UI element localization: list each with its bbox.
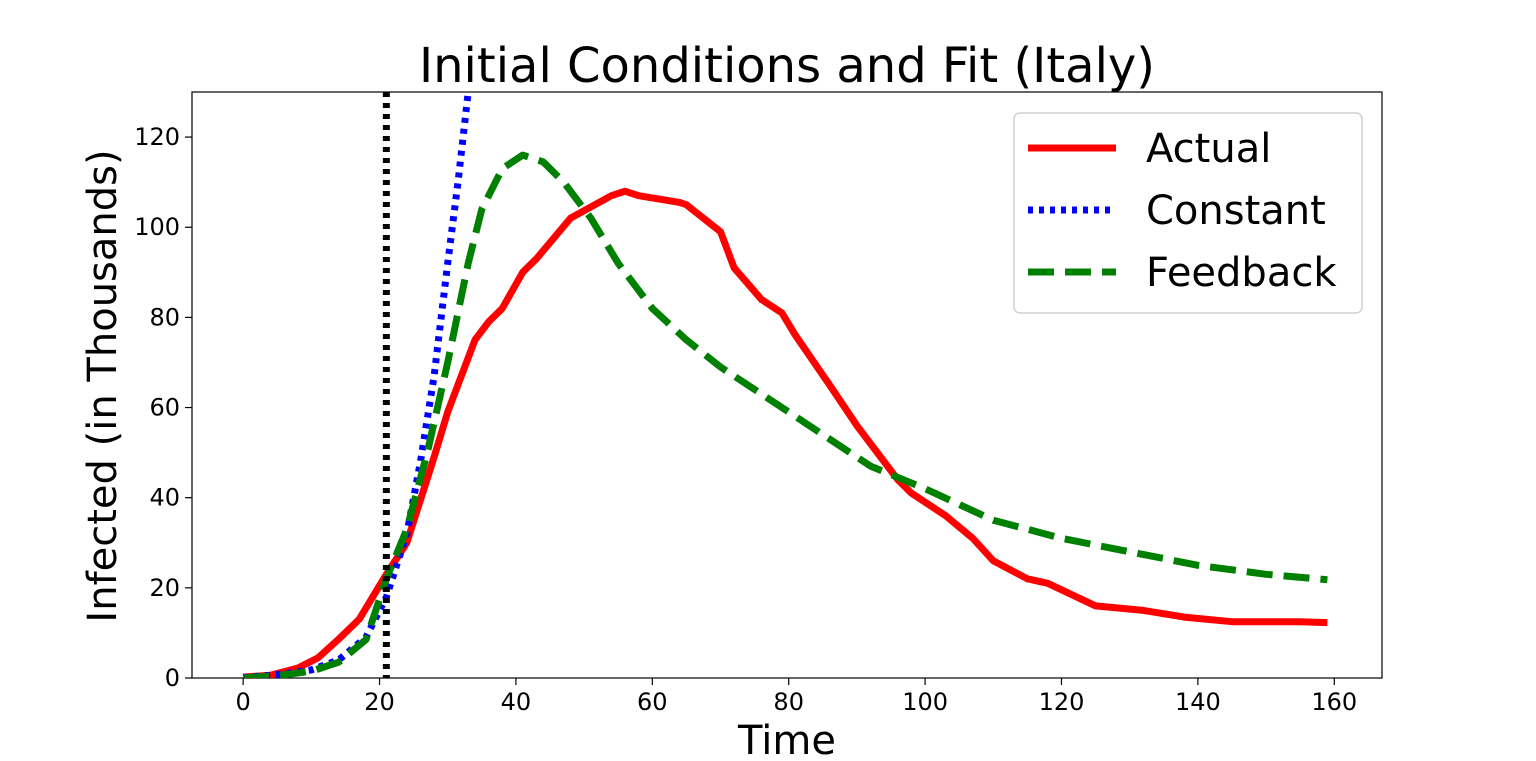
x-axis: 0 20 40 60 80 100 120 140 160	[236, 678, 1357, 716]
y-tick-label: 60	[149, 394, 180, 422]
legend: Actual Constant Feedback	[1013, 112, 1363, 314]
y-tick-label: 20	[149, 574, 180, 602]
series-layer	[242, 92, 1328, 678]
y-tick-label: 120	[134, 123, 180, 151]
x-tick-label: 120	[1039, 688, 1085, 716]
x-tick-label: 0	[236, 688, 251, 716]
y-axis-label: Infected (in Thousands)	[80, 149, 126, 622]
series-line-actual	[242, 187, 1328, 678]
legend-box	[1013, 112, 1363, 314]
x-tick-label: 40	[501, 688, 532, 716]
legend-label-constant: Constant	[1146, 188, 1326, 234]
legend-label-actual: Actual	[1146, 126, 1271, 172]
series-line-constant	[242, 92, 472, 678]
x-tick-label: 160	[1311, 688, 1357, 716]
x-tick-label: 20	[364, 688, 395, 716]
x-tick-label: 100	[902, 688, 948, 716]
legend-label-feedback: Feedback	[1146, 250, 1337, 296]
x-tick-label: 140	[1175, 688, 1221, 716]
x-axis-label: Time	[737, 718, 836, 761]
chart-title: Initial Conditions and Fit (Italy)	[419, 38, 1155, 94]
y-tick-label: 100	[134, 213, 180, 241]
y-tick-label: 40	[149, 484, 180, 512]
x-tick-label: 60	[637, 688, 668, 716]
y-axis: 0 20 40 60 80 100 120	[134, 123, 192, 692]
x-tick-label: 80	[773, 688, 804, 716]
y-tick-label: 0	[165, 664, 180, 692]
y-tick-label: 80	[149, 303, 180, 331]
plot-area	[191, 91, 1383, 679]
plot-frame	[191, 91, 1383, 679]
